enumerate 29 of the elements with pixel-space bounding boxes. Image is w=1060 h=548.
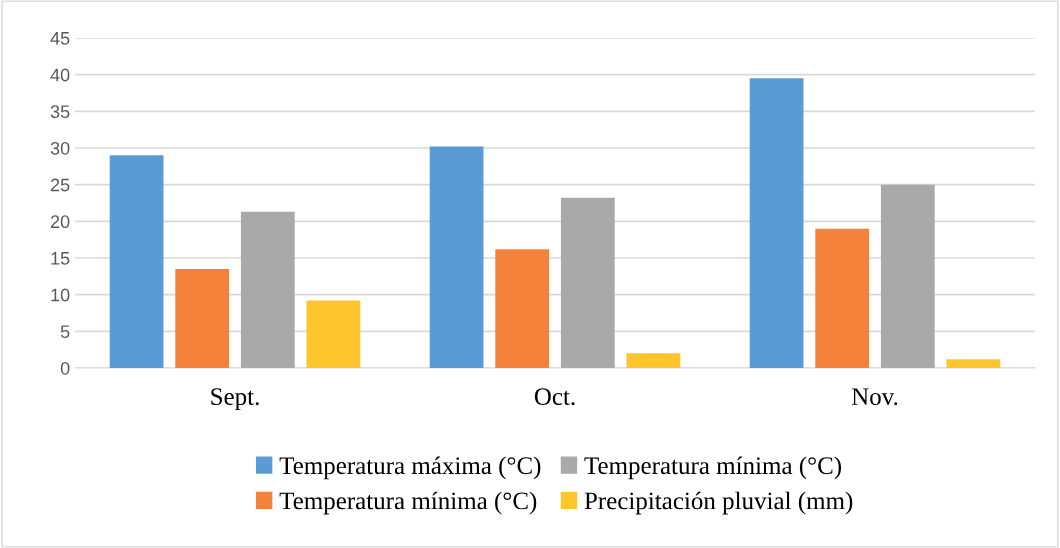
legend-label: Temperatura máxima (°C) (279, 456, 541, 480)
bar (560, 197, 615, 368)
y-tick-label: 20 (50, 215, 70, 229)
bar (306, 300, 361, 368)
y-tick-label: 40 (50, 68, 70, 82)
bar (946, 359, 1001, 368)
bar (495, 249, 550, 368)
y-tick-label: 45 (50, 32, 70, 45)
bar (109, 155, 164, 368)
y-tick-label: 30 (50, 141, 70, 155)
legend-label: Temperatura mínima (°C) (279, 491, 537, 515)
x-tick-label: Sept. (211, 388, 259, 411)
bar (429, 146, 484, 368)
bar (240, 211, 295, 368)
legend-label: Temperatura mínima (°C) (584, 456, 842, 480)
y-tick-label: 15 (51, 252, 70, 265)
bar (175, 269, 230, 368)
bar (815, 228, 870, 368)
bar (880, 184, 935, 368)
y-tick-label: 0 (60, 361, 70, 375)
legend-label: Precipitación pluvial (mm) (584, 491, 853, 515)
bar (749, 78, 804, 368)
y-tick-label: 10 (51, 288, 70, 302)
y-tick-label: 35 (50, 105, 70, 119)
y-tick-label: 5 (60, 325, 70, 339)
x-tick-label: Oct. (534, 388, 575, 406)
x-tick-label: Nov. (851, 388, 898, 406)
y-tick-label: 25 (50, 178, 70, 192)
bar (626, 353, 681, 368)
